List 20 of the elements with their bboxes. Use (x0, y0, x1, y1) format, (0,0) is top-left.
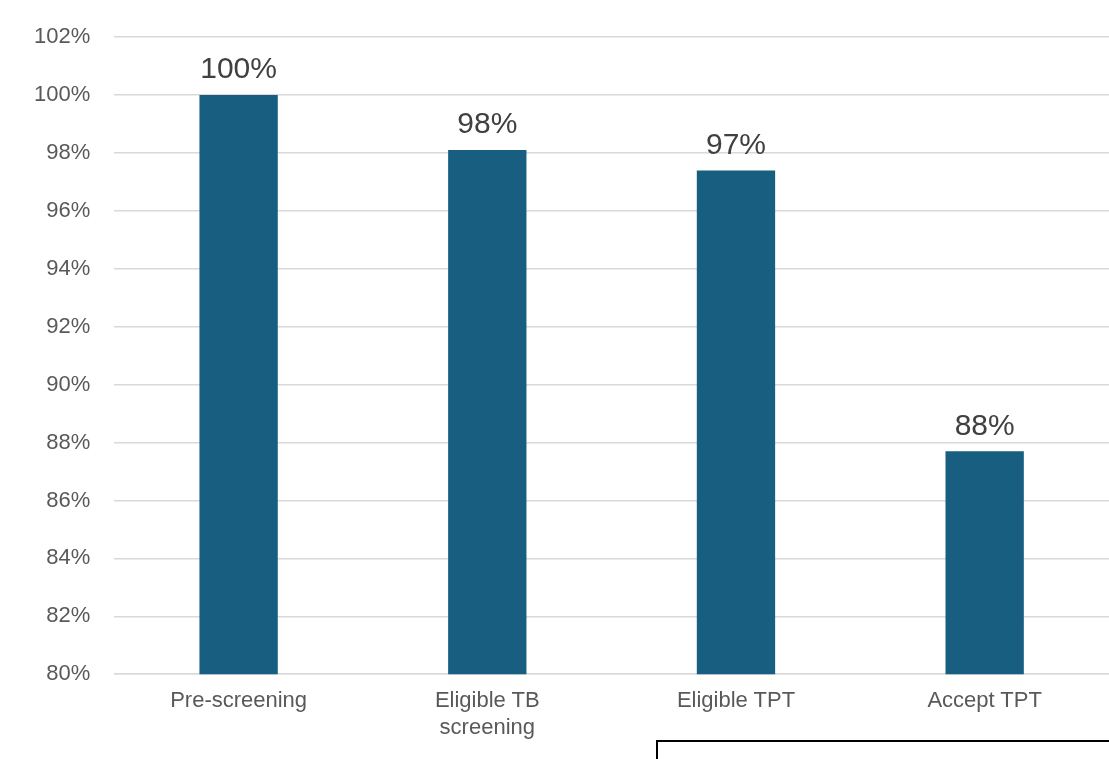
y-tick-label: 84% (46, 544, 91, 570)
y-tick-label: 96% (46, 196, 91, 222)
data-label: 100% (200, 51, 277, 85)
y-tick-label: 80% (46, 660, 91, 686)
y-tick-label: 90% (46, 370, 91, 396)
y-tick-label: 98% (46, 139, 91, 165)
x-tick-label: Pre-screening (170, 687, 308, 713)
y-tick-label: 86% (46, 486, 91, 512)
data-label: 98% (457, 106, 518, 140)
x-tick-label: Accept TPT (927, 687, 1042, 713)
y-tick-label: 82% (46, 602, 91, 628)
x-tick-label: Eligible TPT (676, 687, 796, 713)
data-label: 88% (954, 407, 1015, 441)
data-label: 97% (705, 126, 766, 160)
y-tick-label: 94% (46, 254, 91, 280)
y-tick-label: 92% (46, 312, 91, 338)
y-tick-label: 88% (46, 428, 91, 454)
x-tick-label: Eligible TB screening (434, 687, 540, 739)
y-tick-label: 102% (33, 23, 91, 49)
y-tick-label: 100% (33, 81, 91, 107)
